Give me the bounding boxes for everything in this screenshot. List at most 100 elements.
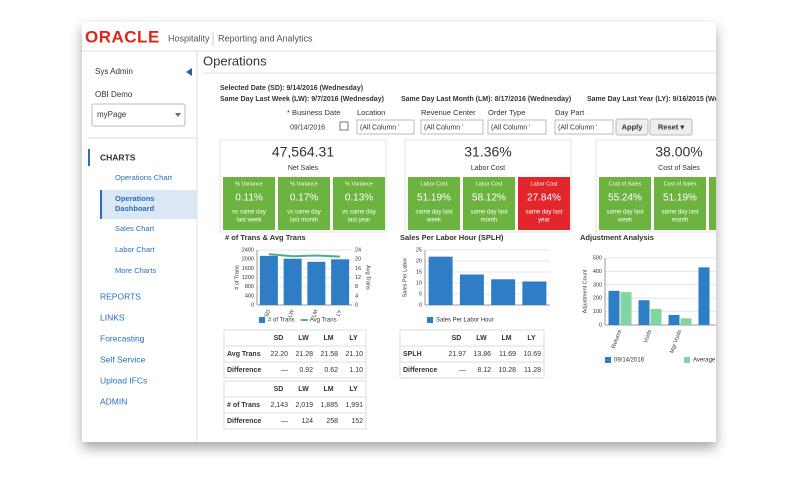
table-row-label: Difference bbox=[403, 367, 437, 374]
table-cell: 21.97 bbox=[448, 351, 466, 358]
calendar-icon[interactable] bbox=[339, 121, 349, 131]
org-name: OBI Demo bbox=[95, 90, 133, 99]
x-tick-label: Voids bbox=[643, 329, 653, 344]
filter-value: (All Column ' bbox=[424, 124, 463, 131]
table-cell: 1.10 bbox=[349, 367, 363, 374]
page-select[interactable] bbox=[91, 103, 186, 127]
table-header: LM bbox=[323, 386, 333, 393]
filter-input[interactable] bbox=[420, 119, 484, 135]
y-tick-label: 5 bbox=[419, 291, 422, 297]
kpi-value: 31.36% bbox=[464, 144, 511, 160]
y-tick-label: 300 bbox=[593, 282, 602, 288]
kpi-tile bbox=[463, 177, 515, 230]
app-name: Reporting and Analytics bbox=[218, 33, 313, 43]
filter-input[interactable] bbox=[356, 119, 415, 135]
y-tick-label: 1600 bbox=[242, 266, 254, 272]
kpi-tile-note: vs same day bbox=[287, 210, 321, 216]
kpi-tile-title: Cost of Sales bbox=[609, 181, 642, 187]
nav-menu[interactable]: REPORTS bbox=[100, 291, 141, 301]
filter-input[interactable] bbox=[286, 119, 343, 135]
kpi-tile-title: Labor Cost bbox=[421, 181, 448, 187]
nav-menu[interactable]: Upload IFCs bbox=[100, 375, 147, 385]
nav-menu[interactable]: ADMIN bbox=[100, 396, 127, 406]
kpi-tile-note: same day last bbox=[525, 210, 562, 216]
date-line: Same Day Last Year (LY): 9/16/2015 (We bbox=[587, 96, 718, 103]
table-cell: 11.28 bbox=[524, 367, 541, 374]
table-cell: 1,885 bbox=[320, 402, 338, 409]
y2-tick-label: 8 bbox=[355, 284, 358, 290]
collapse-arrow[interactable] bbox=[186, 68, 192, 76]
nav-item[interactable]: Operations Dashboard bbox=[115, 194, 155, 213]
nav-item[interactable]: More Charts bbox=[115, 266, 157, 275]
bar bbox=[428, 256, 453, 305]
table-cell: — bbox=[281, 418, 288, 425]
y-tick-label: 1200 bbox=[242, 275, 254, 281]
apply-button[interactable] bbox=[615, 118, 649, 136]
kpi-tile-note: last month bbox=[290, 218, 318, 224]
kpi-tile bbox=[654, 177, 706, 230]
table-header: LY bbox=[527, 335, 536, 342]
kpi-value: 47,564.31 bbox=[272, 144, 334, 160]
kpi-tile bbox=[278, 177, 330, 230]
y-tick-label: 20 bbox=[416, 258, 422, 264]
y-tick-label: 0 bbox=[599, 322, 602, 328]
kpi-tile-title: % Variance bbox=[345, 181, 373, 187]
nav-item[interactable]: Sales Chart bbox=[115, 224, 155, 233]
nav-item[interactable]: Labor Chart bbox=[115, 245, 156, 254]
bar bbox=[307, 261, 326, 305]
y2-tick-label: 4 bbox=[355, 293, 358, 299]
nav-item[interactable]: Operations Chart bbox=[115, 173, 173, 182]
bar bbox=[259, 255, 278, 305]
y2-tick-label: 24 bbox=[355, 247, 361, 253]
reset-label: Reset ▾ bbox=[658, 122, 686, 131]
nav-menu[interactable]: Self Service bbox=[100, 354, 146, 364]
table bbox=[223, 329, 367, 379]
table-cell: 258 bbox=[326, 418, 338, 425]
date-line: Same Day Last Month (LM): 8/17/2016 (Wed… bbox=[401, 96, 571, 103]
y-tick-label: 10 bbox=[416, 280, 422, 286]
table-cell: 2,143 bbox=[270, 402, 288, 409]
kpi-tile-value: 51.19% bbox=[417, 193, 451, 204]
kpi-tile-value: 0.17% bbox=[290, 193, 318, 204]
bar bbox=[668, 314, 680, 325]
kpi-label: Cost of Sales bbox=[658, 165, 700, 172]
table-cell: 10.28 bbox=[498, 367, 516, 374]
filter-input[interactable] bbox=[554, 119, 614, 135]
date-line: Selected Date (SD): 9/14/2016 (Wednesday… bbox=[220, 85, 363, 92]
y-tick-label: 2000 bbox=[242, 257, 254, 263]
table-cell: 21.10 bbox=[345, 351, 363, 358]
x-tick-label: SD bbox=[264, 309, 272, 318]
y-tick-label: 200 bbox=[593, 296, 602, 302]
product-name: Hospitality bbox=[168, 33, 210, 43]
reset-button[interactable] bbox=[649, 118, 693, 136]
kpi-tile-note: month bbox=[481, 218, 498, 224]
kpi-tile bbox=[333, 177, 385, 230]
y-tick-label: 2400 bbox=[242, 247, 254, 253]
kpi-tile-note: last year bbox=[348, 218, 371, 224]
table-header: SD bbox=[274, 386, 284, 393]
section-title: CHARTS bbox=[100, 152, 136, 162]
y-axis-label: Adjustment Count bbox=[582, 269, 588, 313]
table-header: LY bbox=[349, 335, 358, 342]
y-tick-label: 500 bbox=[593, 255, 602, 261]
filter-value: (All Column ' bbox=[558, 124, 597, 131]
user-name: Sys Admin bbox=[95, 67, 133, 76]
filter-input[interactable] bbox=[487, 119, 547, 135]
kpi-tile-note: same day last bbox=[606, 210, 643, 216]
table-cell: 0.62 bbox=[324, 367, 338, 374]
y-tick-label: 400 bbox=[593, 269, 602, 275]
filter-value: (All Column ' bbox=[360, 124, 399, 131]
table-header: LW bbox=[298, 335, 309, 342]
table-row-label: Difference bbox=[227, 418, 261, 425]
x-tick-label: LW bbox=[288, 308, 297, 318]
table-cell: 1,991 bbox=[345, 402, 363, 409]
y-tick-label: 0 bbox=[251, 302, 254, 308]
nav-menu[interactable]: LINKS bbox=[100, 312, 125, 322]
bar bbox=[522, 281, 547, 305]
filter-label: Day Part bbox=[555, 108, 585, 117]
brand-logo: ORACLE bbox=[85, 27, 160, 46]
kpi-tile bbox=[709, 177, 716, 230]
nav-menu[interactable]: Forecasting bbox=[100, 333, 145, 343]
table-cell: 22.20 bbox=[270, 351, 288, 358]
page-title: Operations bbox=[203, 53, 267, 68]
